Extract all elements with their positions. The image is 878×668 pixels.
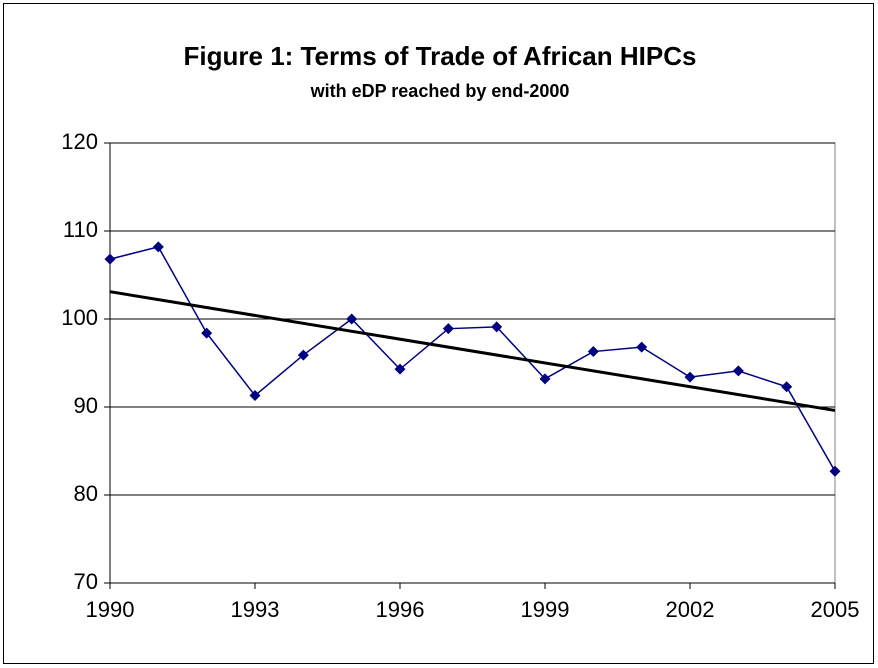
data-point xyxy=(539,373,551,385)
y-tick-label: 100 xyxy=(61,305,98,330)
x-tick-label: 1993 xyxy=(231,597,280,622)
data-point xyxy=(442,323,454,335)
data-point xyxy=(732,365,744,377)
data-point xyxy=(346,313,358,325)
x-tick-label: 2002 xyxy=(666,597,715,622)
data-point xyxy=(491,321,503,333)
y-tick-label: 110 xyxy=(63,217,98,242)
data-point xyxy=(636,341,648,353)
x-tick-label: 2005 xyxy=(811,597,860,622)
data-line xyxy=(109,245,836,472)
data-point xyxy=(249,390,261,402)
chart-subtitle: with eDP reached by end-2000 xyxy=(310,81,570,101)
trendline xyxy=(109,290,836,412)
data-point xyxy=(829,465,841,477)
y-tick-label: 90 xyxy=(74,393,98,418)
plot-area xyxy=(109,142,836,584)
data-point xyxy=(394,363,406,375)
x-tick-label: 1999 xyxy=(521,597,570,622)
chart-title: Figure 1: Terms of Trade of African HIPC… xyxy=(184,41,697,71)
data-point xyxy=(684,371,696,383)
data-point xyxy=(781,381,793,393)
y-tick-label: 80 xyxy=(74,481,98,506)
data-point xyxy=(201,327,213,339)
y-tick-label: 70 xyxy=(74,569,98,594)
x-tick-label: 1996 xyxy=(376,597,425,622)
x-tick-label: 1990 xyxy=(86,597,135,622)
data-point xyxy=(104,253,116,265)
y-tick-label: 120 xyxy=(61,129,98,154)
data-point xyxy=(152,241,164,253)
data-point xyxy=(587,346,599,358)
data-point xyxy=(297,349,309,361)
